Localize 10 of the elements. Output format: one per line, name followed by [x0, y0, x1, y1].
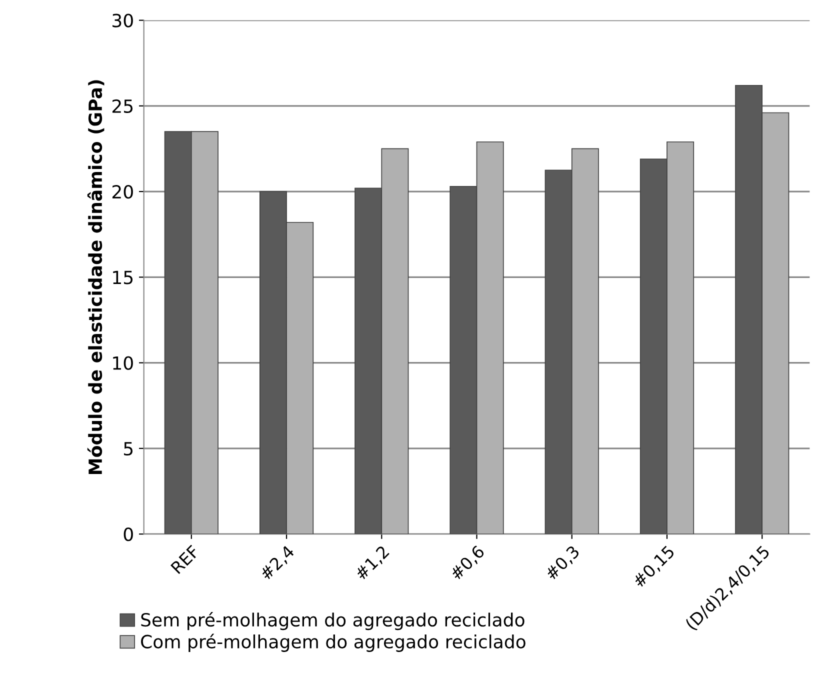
y-tick-label: 10 — [113, 356, 133, 370]
y-axis-title: Módulo de elasticidade dinâmico (GPa) — [87, 80, 104, 474]
y-tick-label: 0 — [124, 528, 133, 542]
y-tick-label: 20 — [112, 184, 133, 199]
legend-label: Sem pré-molhagem do agregado reciclado — [141, 612, 524, 630]
legend-label: Com pré-molhagem do agregado reciclado — [141, 634, 526, 652]
y-tick-label: 5 — [124, 442, 133, 456]
y-tick-label: 30 — [112, 14, 133, 28]
y-tick-label: 15 — [113, 270, 133, 284]
y-tick-label: 25 — [112, 99, 133, 114]
